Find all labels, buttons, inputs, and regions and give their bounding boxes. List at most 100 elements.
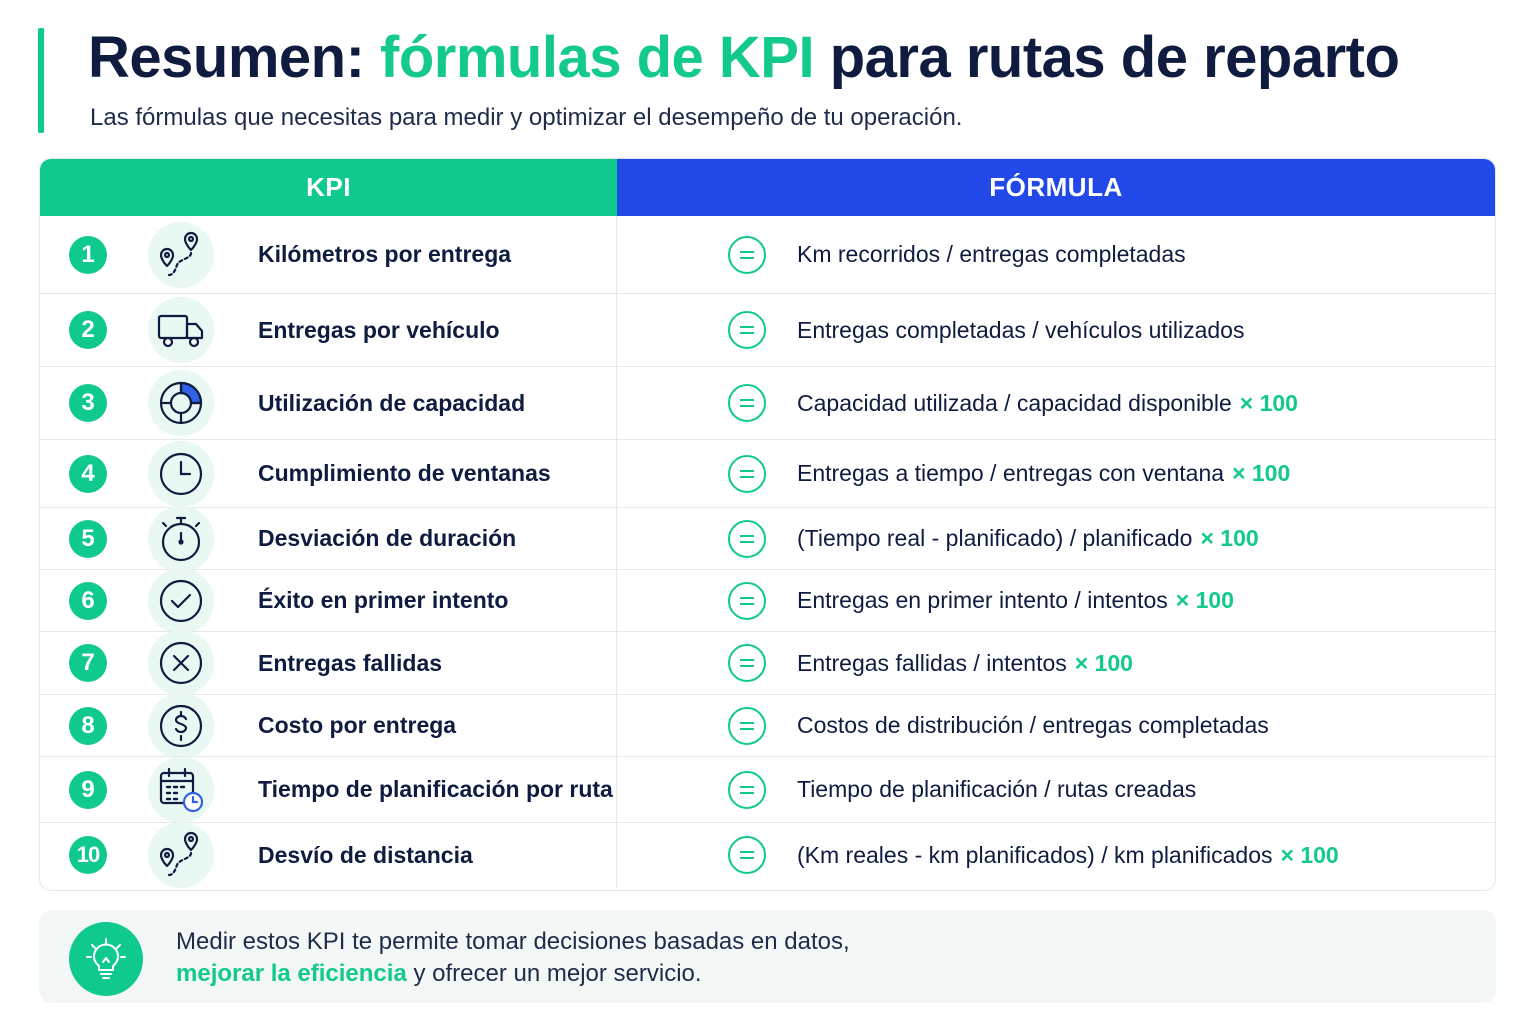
table-row: 5 Desviación de duración (Tiempo real - … xyxy=(40,505,1495,572)
row-number-badge: 9 xyxy=(69,770,107,809)
formula-text: Entregas a tiempo / entregas con ventana… xyxy=(797,460,1290,487)
formula-text: Entregas en primer intento / intentos × 1… xyxy=(797,587,1234,614)
formula-cell: Capacidad utilizada / capacidad disponib… xyxy=(617,367,1495,439)
formula-multiplier: × 100 xyxy=(1232,460,1291,486)
kpi-cell: 5 Desviación de duración xyxy=(40,505,617,572)
kpi-cell: 3 Utilización de capacidad xyxy=(40,367,617,439)
kpi-name: Tiempo de planificación por ruta xyxy=(258,776,613,802)
formula-text: Costos de distribución / entregas comple… xyxy=(797,712,1269,739)
formula-cell: Entregas en primer intento / intentos × 1… xyxy=(617,570,1495,631)
calendar-clock-icon xyxy=(148,756,214,823)
route-pin-icon xyxy=(148,822,214,888)
column-header-kpi: KPI xyxy=(40,159,617,216)
lightbulb-icon xyxy=(69,922,143,996)
clock-icon xyxy=(148,440,214,507)
x-circle-icon xyxy=(148,630,214,696)
formula-expression: Capacidad utilizada / capacidad disponib… xyxy=(797,389,1232,416)
footer-note: Medir estos KPI te permite tomar decisio… xyxy=(39,910,1496,1003)
kpi-cell: 2 Entregas por vehículo xyxy=(40,294,617,366)
check-circle-icon xyxy=(148,567,214,634)
stopwatch-icon xyxy=(148,505,214,572)
kpi-name: Éxito en primer intento xyxy=(258,587,509,613)
equals-icon xyxy=(728,519,766,558)
table-row: 10 Desvío de distancia (Km reales - km p… xyxy=(40,822,1495,888)
equals-icon xyxy=(728,384,766,422)
formula-cell: (Km reales - km planificados) / km plani… xyxy=(617,823,1495,887)
dollar-circle-icon xyxy=(148,692,214,759)
table-row: 7 Entregas fallidas Entregas fallidas / … xyxy=(40,630,1495,696)
kpi-name: Desviación de duración xyxy=(258,525,517,551)
page-title: Resumen: fórmulas de KPI para rutas de r… xyxy=(88,24,1400,91)
formula-expression: Km recorridos / entregas completadas xyxy=(797,241,1186,267)
formula-text: (Tiempo real - planificado) / planificad… xyxy=(797,525,1259,552)
formula-text: Tiempo de planificación / rutas creadas xyxy=(797,776,1196,803)
kpi-cell: 4 Cumplimiento de ventanas xyxy=(40,440,617,507)
formula-expression: Tiempo de planificación / rutas creadas xyxy=(797,776,1197,802)
formula-expression: (Km reales - km planificados) / km plani… xyxy=(797,841,1273,868)
row-number-badge: 4 xyxy=(69,454,107,493)
kpi-name: Entregas por vehículo xyxy=(258,316,500,343)
kpi-name: Cumplimiento de ventanas xyxy=(258,460,551,486)
formula-multiplier: × 100 xyxy=(1239,389,1298,416)
row-number-badge: 5 xyxy=(69,519,107,558)
kpi-cell: 7 Entregas fallidas xyxy=(40,630,617,696)
kpi-name: Utilización de capacidad xyxy=(258,389,526,416)
truck-icon xyxy=(148,297,214,363)
row-number-badge: 10 xyxy=(69,836,107,874)
kpi-cell: 8 Costo por entrega xyxy=(40,692,617,759)
kpi-cell: 9 Tiempo de planificación por ruta xyxy=(40,756,617,823)
formula-text: Km recorridos / entregas completadas xyxy=(797,241,1186,268)
title-part1: Resumen: xyxy=(88,25,365,90)
equals-icon xyxy=(728,311,766,349)
row-number-badge: 6 xyxy=(69,581,107,620)
equals-icon xyxy=(728,644,766,682)
kpi-cell: 10 Desvío de distancia xyxy=(40,822,617,888)
formula-expression: Entregas fallidas / intentos xyxy=(797,649,1067,676)
equals-icon xyxy=(728,454,766,493)
page-subtitle: Las fórmulas que necesitas para medir y … xyxy=(90,104,963,131)
formula-multiplier: × 100 xyxy=(1175,587,1234,613)
footer-text: Medir estos KPI te permite tomar decisio… xyxy=(176,926,850,990)
formula-expression: (Tiempo real - planificado) / planificad… xyxy=(797,525,1193,551)
kpi-name: Costo por entrega xyxy=(258,712,457,738)
table-row: 6 Éxito en primer intento Entregas en pr… xyxy=(40,567,1495,634)
formula-cell: Km recorridos / entregas completadas xyxy=(617,216,1495,293)
table-row: 3 Utilización de capacidad Capacidad uti… xyxy=(40,366,1495,439)
row-number-badge: 1 xyxy=(69,235,107,274)
formula-multiplier: × 100 xyxy=(1074,649,1133,676)
equals-icon xyxy=(728,770,766,809)
formula-text: Capacidad utilizada / capacidad disponib… xyxy=(797,390,1298,417)
table-header: KPI FÓRMULA xyxy=(40,159,1495,216)
formula-cell: Tiempo de planificación / rutas creadas xyxy=(617,757,1495,822)
formula-cell: Entregas a tiempo / entregas con ventana… xyxy=(617,440,1495,507)
title-part2: para rutas de reparto xyxy=(829,25,1400,90)
formula-expression: Entregas completadas / vehículos utiliza… xyxy=(797,316,1245,343)
formula-expression: Costos de distribución / entregas comple… xyxy=(797,712,1269,738)
formula-multiplier: × 100 xyxy=(1280,841,1339,868)
row-number-badge: 7 xyxy=(69,644,107,682)
donut-chart-icon xyxy=(148,370,214,436)
formula-cell: Entregas completadas / vehículos utiliza… xyxy=(617,294,1495,366)
footer-highlight: mejorar la eficiencia xyxy=(176,960,407,987)
formula-cell: Costos de distribución / entregas comple… xyxy=(617,695,1495,756)
formula-cell: Entregas fallidas / intentos × 100 xyxy=(617,632,1495,694)
kpi-cell: 6 Éxito en primer intento xyxy=(40,567,617,634)
table-row: 2 Entregas por vehículo Entregas complet… xyxy=(40,293,1495,366)
formula-text: Entregas completadas / vehículos utiliza… xyxy=(797,317,1244,344)
formula-expression: Entregas en primer intento / intentos xyxy=(797,587,1168,613)
formula-expression: Entregas a tiempo / entregas con ventana xyxy=(797,460,1225,486)
table-row: 9 Tiempo de planificación por ruta Tiemp… xyxy=(40,756,1495,823)
route-pin-icon xyxy=(148,221,214,288)
formula-text: (Km reales - km planificados) / km plani… xyxy=(797,842,1339,869)
formula-cell: (Tiempo real - planificado) / planificad… xyxy=(617,508,1495,569)
footer-line2: y ofrecer un mejor servicio. xyxy=(406,960,702,987)
equals-icon xyxy=(728,235,766,274)
kpi-cell: 1 Kilómetros por entrega xyxy=(40,216,617,293)
table-row: 8 Costo por entrega Costos de distribuci… xyxy=(40,692,1495,759)
table-body: 1 Kilómetros por entrega Km recorridos /… xyxy=(40,216,1495,888)
row-number-badge: 8 xyxy=(69,706,107,745)
kpi-name: Entregas fallidas xyxy=(258,649,443,676)
formula-multiplier: × 100 xyxy=(1200,525,1259,551)
equals-icon xyxy=(728,836,766,874)
formula-text: Entregas fallidas / intentos × 100 xyxy=(797,650,1133,677)
